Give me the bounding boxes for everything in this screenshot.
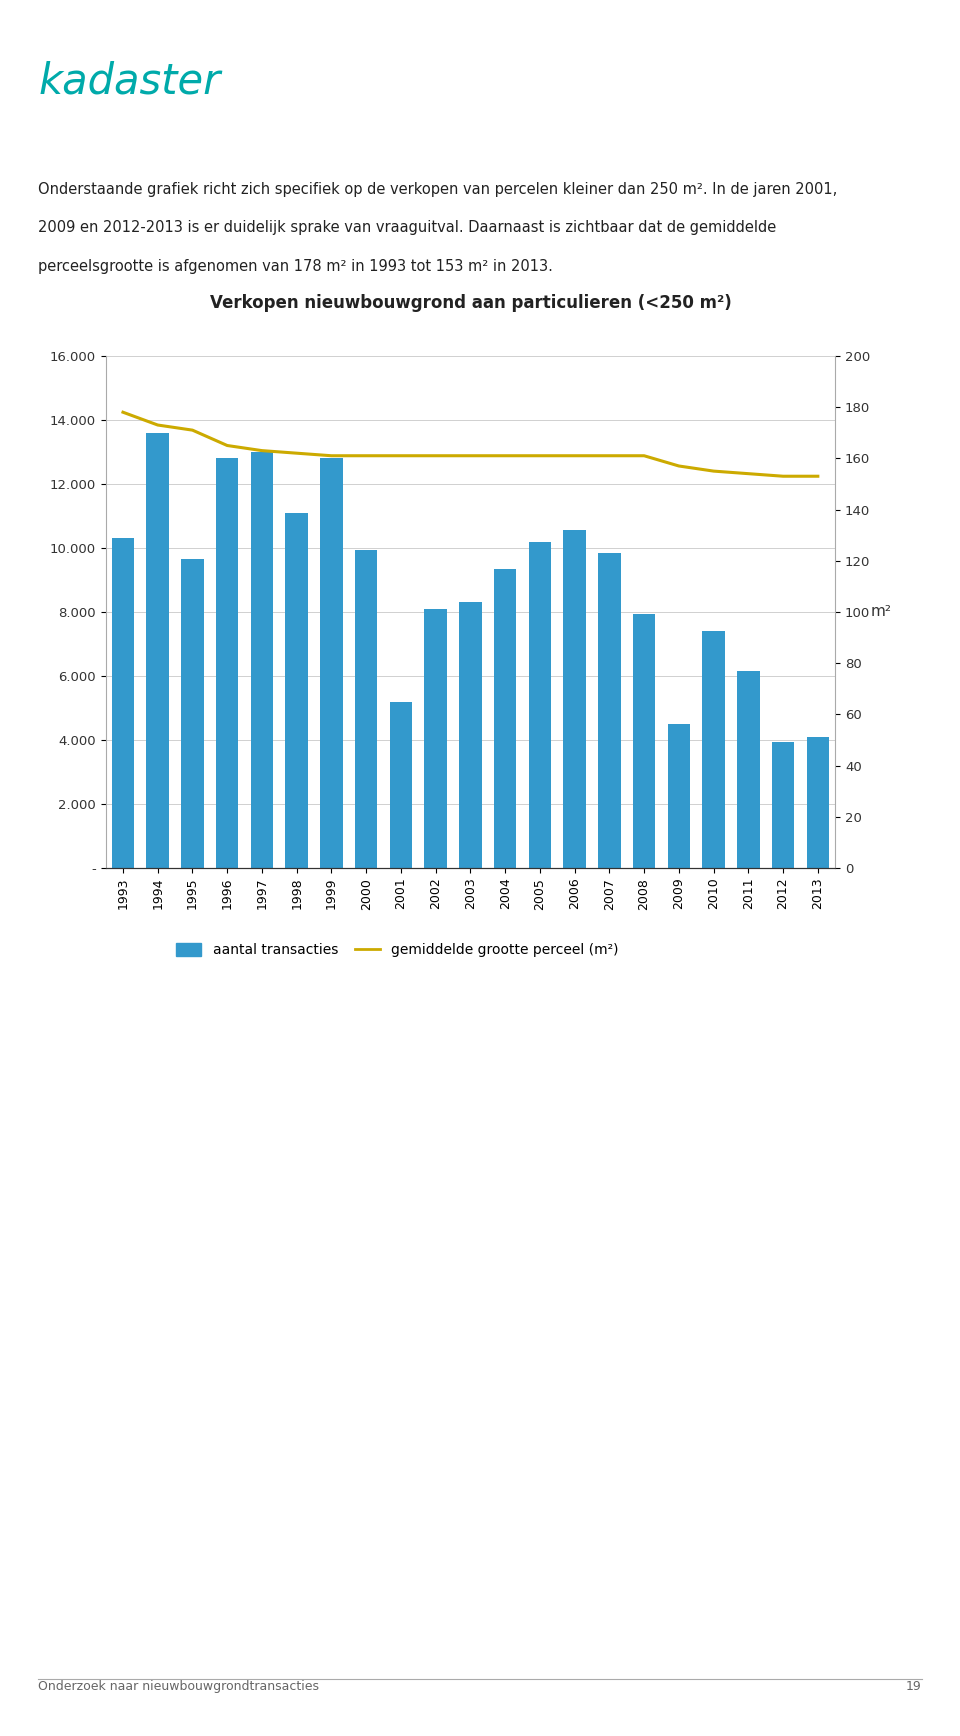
Bar [737,672,759,868]
Text: Onderzoek naar nieuwbouwgrondtransacties: Onderzoek naar nieuwbouwgrondtransacties [38,1680,320,1693]
Bar [355,550,377,868]
Text: 2009 en 2012-2013 is er duidelijk sprake van vraaguitval. Daarnaast is zichtbaar: 2009 en 2012-2013 is er duidelijk sprake… [38,220,777,236]
Bar [806,736,829,868]
Bar [772,741,794,868]
Bar [285,512,308,868]
Y-axis label: m²: m² [871,604,892,620]
Bar [181,559,204,868]
Bar [493,569,516,868]
Bar [667,724,690,868]
Bar [564,529,586,868]
Bar [216,458,238,868]
Bar [459,602,482,868]
Bar [320,458,343,868]
Bar [703,632,725,868]
Bar [633,613,656,868]
Bar [111,538,134,868]
Legend: aantal transacties, gemiddelde grootte perceel (m²): aantal transacties, gemiddelde grootte p… [171,937,624,963]
Bar [529,542,551,868]
Bar [147,432,169,868]
Text: 19: 19 [906,1680,922,1693]
Text: Verkopen nieuwbouwgrond aan particulieren (<250 m²): Verkopen nieuwbouwgrond aan particuliere… [209,295,732,312]
Bar [598,552,621,868]
Text: kadaster: kadaster [38,61,221,102]
Text: Onderstaande grafiek richt zich specifiek op de verkopen van percelen kleiner da: Onderstaande grafiek richt zich specifie… [38,182,838,198]
Bar [424,609,447,868]
Bar [251,451,274,868]
Text: perceelsgrootte is afgenomen van 178 m² in 1993 tot 153 m² in 2013.: perceelsgrootte is afgenomen van 178 m² … [38,259,553,274]
Bar [390,701,412,868]
